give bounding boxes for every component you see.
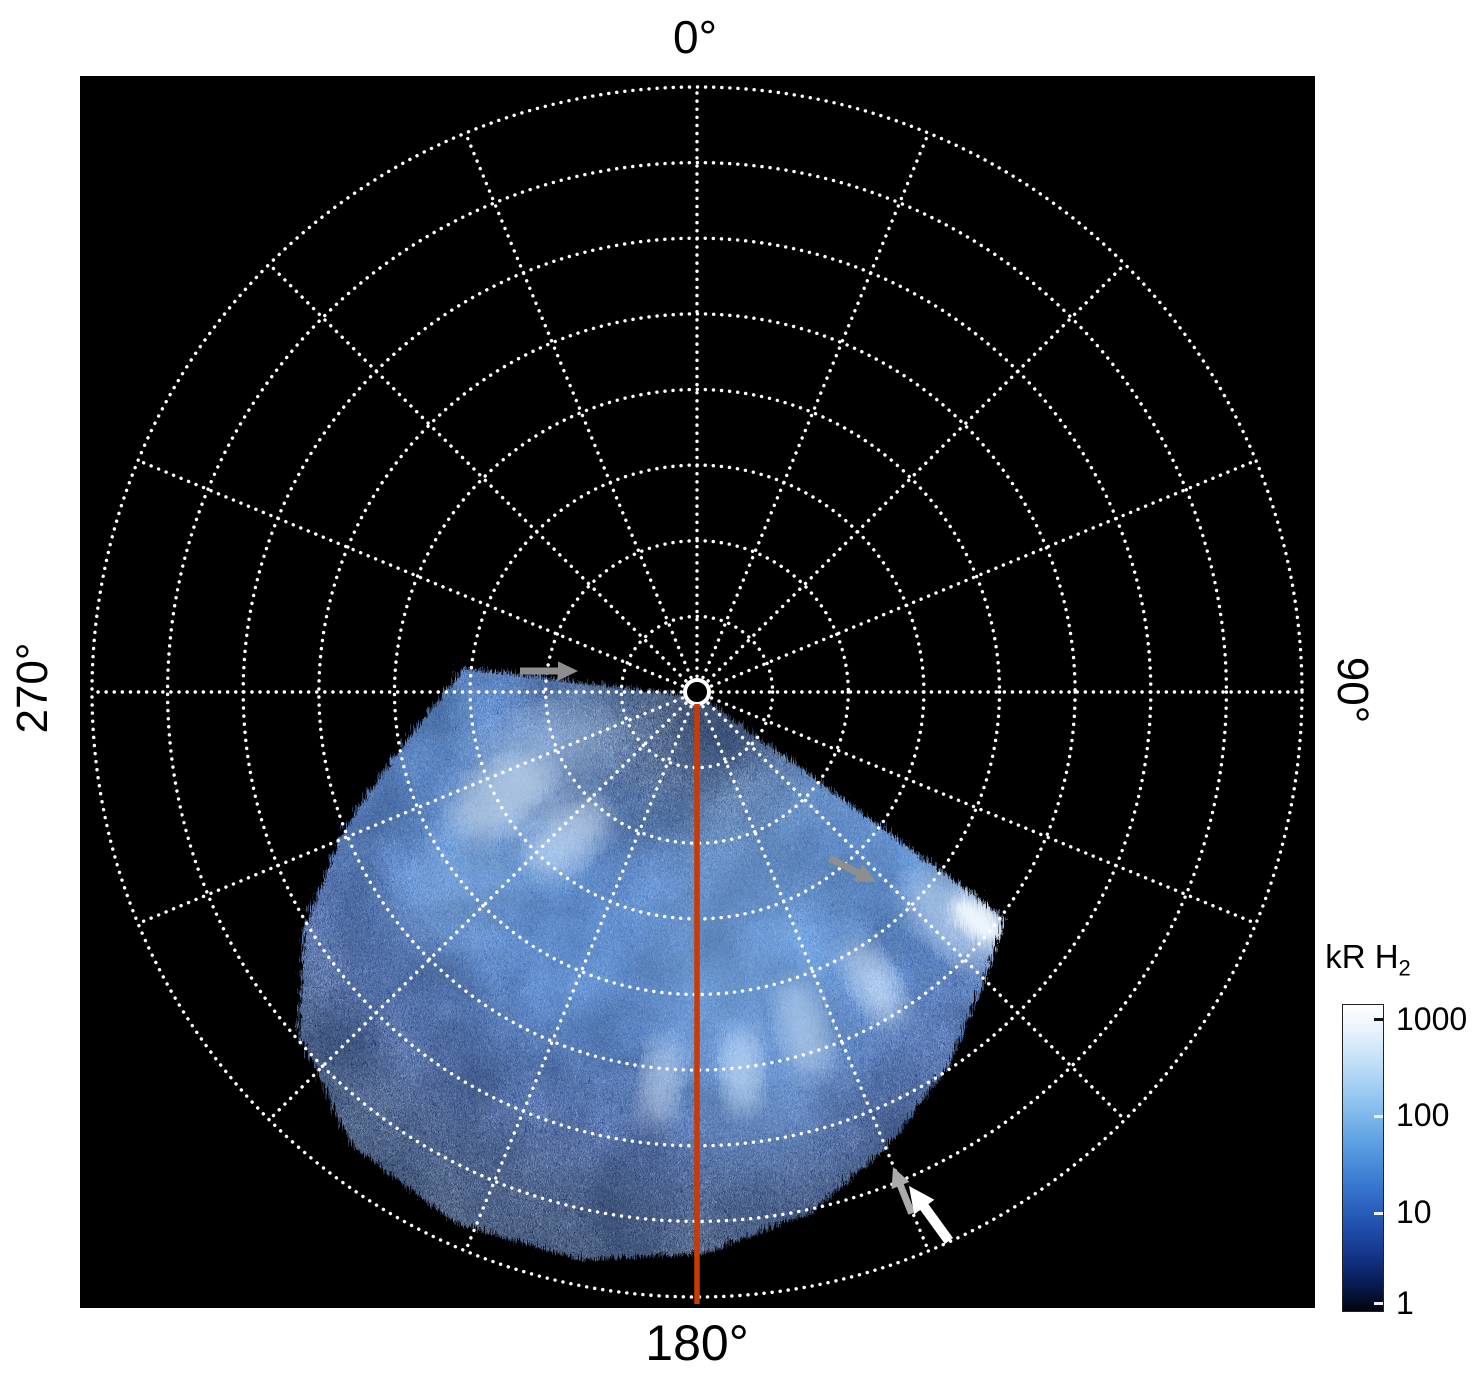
grid-circle — [544, 539, 851, 846]
grid-spoke — [136, 696, 685, 926]
bright-emission-spot — [838, 935, 899, 1019]
grid-circle — [90, 85, 1304, 1299]
grid-circle — [165, 160, 1229, 1224]
grid-spoke — [706, 262, 1127, 683]
white-arrow-lower-right — [909, 1186, 954, 1244]
colorbar-tick-mark — [1374, 1302, 1383, 1305]
grid-circle — [317, 312, 1077, 1072]
grid-spoke — [709, 458, 1258, 688]
gray-arrow-mid-right — [828, 855, 876, 882]
colorbar-title: kR H2 — [1316, 938, 1420, 982]
arrow-shaft — [918, 1201, 954, 1244]
colorbar-tick-mark — [1374, 1212, 1383, 1215]
grid-circle — [392, 387, 1002, 997]
grid-spoke — [701, 704, 931, 1253]
angle-label-0: 0° — [673, 11, 717, 63]
grid-spoke — [706, 701, 1127, 1122]
grid-circle — [619, 614, 775, 770]
bright-auroral-patches — [400, 700, 1001, 1162]
colorbar-title-text: kR H — [1325, 938, 1399, 975]
arrow-shaft — [896, 1181, 915, 1215]
angle-label-180: 180° — [645, 1315, 749, 1371]
arrow-shaft — [828, 855, 863, 878]
colorbar-title-subscript: 2 — [1398, 955, 1411, 981]
arrow-head — [909, 1186, 935, 1215]
grid-spoke — [463, 704, 693, 1253]
colorbar-tick-mark — [1374, 1018, 1383, 1021]
arrow-head — [558, 661, 578, 681]
angle-label-90: 90° — [1328, 656, 1377, 724]
arrow-head — [891, 1167, 910, 1190]
grid-spoke — [136, 458, 685, 688]
polar-grid — [90, 85, 1304, 1299]
gray-arrow-upper-left — [520, 661, 578, 681]
colorbar-tick-mark — [1374, 1115, 1383, 1118]
bright-emission-spot — [467, 700, 606, 794]
colorbar-tick-label-10: 10 — [1396, 1194, 1432, 1230]
bright-emission-spot — [758, 744, 937, 902]
angle-label-270: 270° — [8, 642, 57, 734]
bright-emission-spot — [507, 801, 657, 1036]
pole-circle — [683, 678, 711, 706]
gray-arrow-lower-right — [891, 1167, 915, 1215]
colorbar-tick-label-100: 100 — [1396, 1097, 1450, 1133]
bright-emission-spot — [400, 787, 540, 940]
grid-spoke — [267, 701, 688, 1122]
colorbar-tick-label-1000: 1000 — [1396, 1001, 1468, 1037]
arrow-head — [853, 864, 876, 882]
grid-spoke — [709, 696, 1258, 926]
colorbar-tick-label-1: 1 — [1396, 1285, 1414, 1321]
colorbar: kR H2 1000 100 10 1 — [1316, 938, 1481, 1338]
annotation-arrows — [520, 661, 954, 1244]
colorbar-gradient — [1342, 1004, 1384, 1312]
grid-spoke — [463, 131, 693, 680]
grid-spoke — [267, 262, 688, 683]
grid-spoke — [701, 131, 931, 680]
